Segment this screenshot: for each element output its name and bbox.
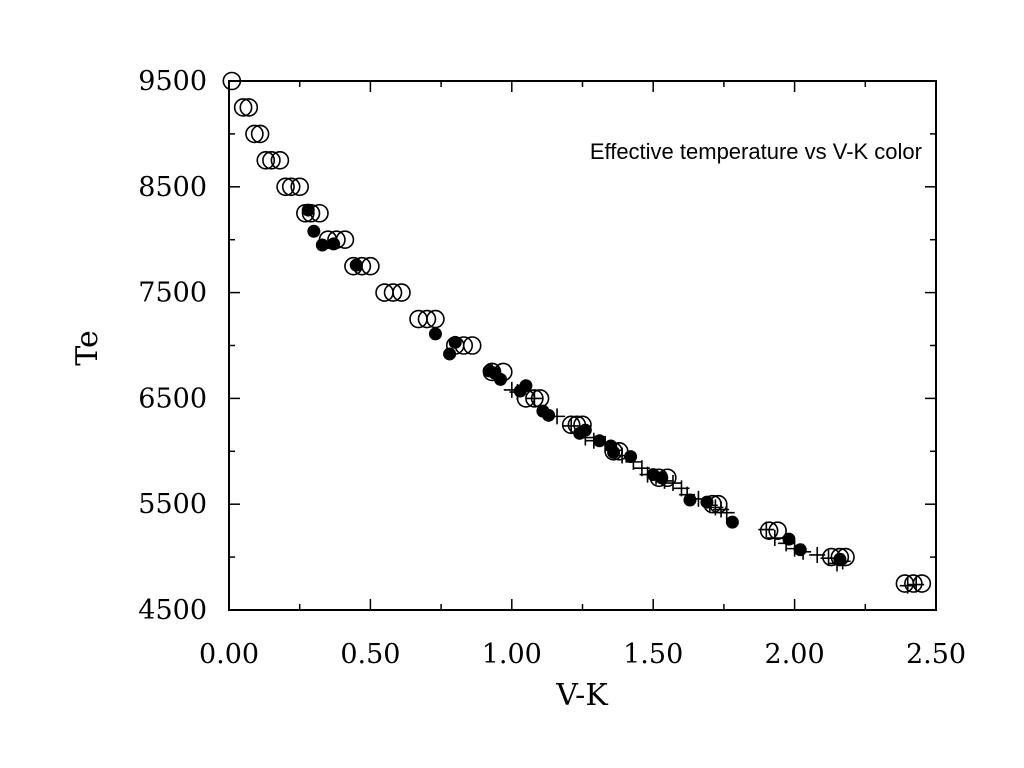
y-tick-label: 6500 (138, 383, 207, 414)
y-tick-label: 7500 (138, 278, 207, 309)
open-circle-point (256, 151, 276, 170)
open-circle-point (759, 521, 779, 540)
plus-point (834, 553, 851, 570)
y-tick-label: 9500 (138, 66, 207, 97)
x-tick-label: 2.50 (906, 639, 966, 670)
open-circle-point (239, 98, 259, 117)
plus-point (656, 472, 673, 489)
plus-point (549, 408, 566, 425)
plus-point (758, 521, 775, 538)
plus-point (718, 504, 735, 521)
y-tick-label: 5500 (138, 489, 207, 520)
x-tick-label: 2.00 (765, 639, 825, 670)
plus-point (664, 475, 681, 492)
plus-point (526, 390, 543, 407)
x-tick-label: 0.50 (340, 639, 400, 670)
open-circle-point (904, 574, 923, 593)
filled-circle-point (725, 515, 739, 529)
plus-point (639, 466, 656, 483)
filled-circle-point (301, 203, 315, 217)
filled-circle-point (519, 379, 533, 393)
open-circle-point (262, 151, 281, 170)
plus-point (625, 453, 642, 470)
filled-circle-point (349, 258, 363, 272)
plus-point (605, 442, 622, 459)
y-tick-labels: 4500 5500 6500 7500 8500 9500 (138, 66, 207, 626)
plus-point (509, 384, 526, 401)
y-tick-label: 8500 (138, 172, 207, 203)
plus-point (563, 417, 580, 434)
open-circle-point (233, 98, 253, 117)
open-circle-point (462, 336, 482, 355)
open-circle-point (270, 151, 290, 170)
plus-point (766, 530, 783, 547)
x-tick-labels: 0.00 0.50 1.00 1.50 2.00 2.50 (199, 639, 966, 670)
open-circle-point (250, 124, 270, 144)
plus-point (778, 535, 795, 552)
plus-point (597, 435, 614, 452)
x-tick-label: 1.00 (482, 639, 542, 670)
plus-point (585, 432, 602, 449)
open-circle-point (281, 177, 301, 197)
plus-point (648, 468, 665, 485)
x-tick-label: 0.00 (199, 639, 259, 670)
plus-point (899, 577, 916, 594)
filled-circle-point (542, 408, 556, 422)
plus-point (690, 490, 707, 507)
plus-point (679, 486, 696, 503)
x-axis-title: V-K (555, 678, 608, 713)
plus-point (577, 429, 594, 446)
filled-circle-point (793, 543, 807, 557)
plus-point (484, 362, 501, 379)
filled-circle-point (448, 335, 462, 349)
open-circle-point (245, 124, 264, 144)
open-circle-point (392, 283, 411, 302)
open-circle-point (383, 283, 403, 302)
plus-point (908, 576, 925, 593)
open-circle-point (525, 389, 544, 408)
plus-point (809, 546, 826, 563)
x-tick-label: 1.50 (623, 639, 683, 670)
filled-circle-point (493, 372, 507, 386)
open-circle-point (912, 574, 932, 593)
open-circle-point (276, 177, 295, 197)
plus-point (795, 543, 812, 560)
y-tick-label: 4500 (138, 595, 207, 626)
data-points (222, 71, 932, 594)
open-circle-point (290, 177, 310, 197)
plus-point (820, 550, 837, 567)
filled-circle-point (315, 238, 329, 252)
filled-circle-point (327, 237, 341, 251)
open-circle-point (222, 71, 242, 91)
filled-circle-point (443, 347, 457, 361)
open-circle-point (417, 309, 437, 329)
plus-point (786, 540, 803, 557)
open-circle-point (768, 521, 787, 540)
chart-annotation: Effective temperature vs V-K color (590, 139, 922, 164)
filled-circle-point (307, 224, 321, 238)
axis-ticks (228, 80, 937, 611)
plus-point (614, 447, 631, 464)
filled-circle-point (428, 327, 442, 341)
y-axis-title: Te (70, 330, 105, 365)
